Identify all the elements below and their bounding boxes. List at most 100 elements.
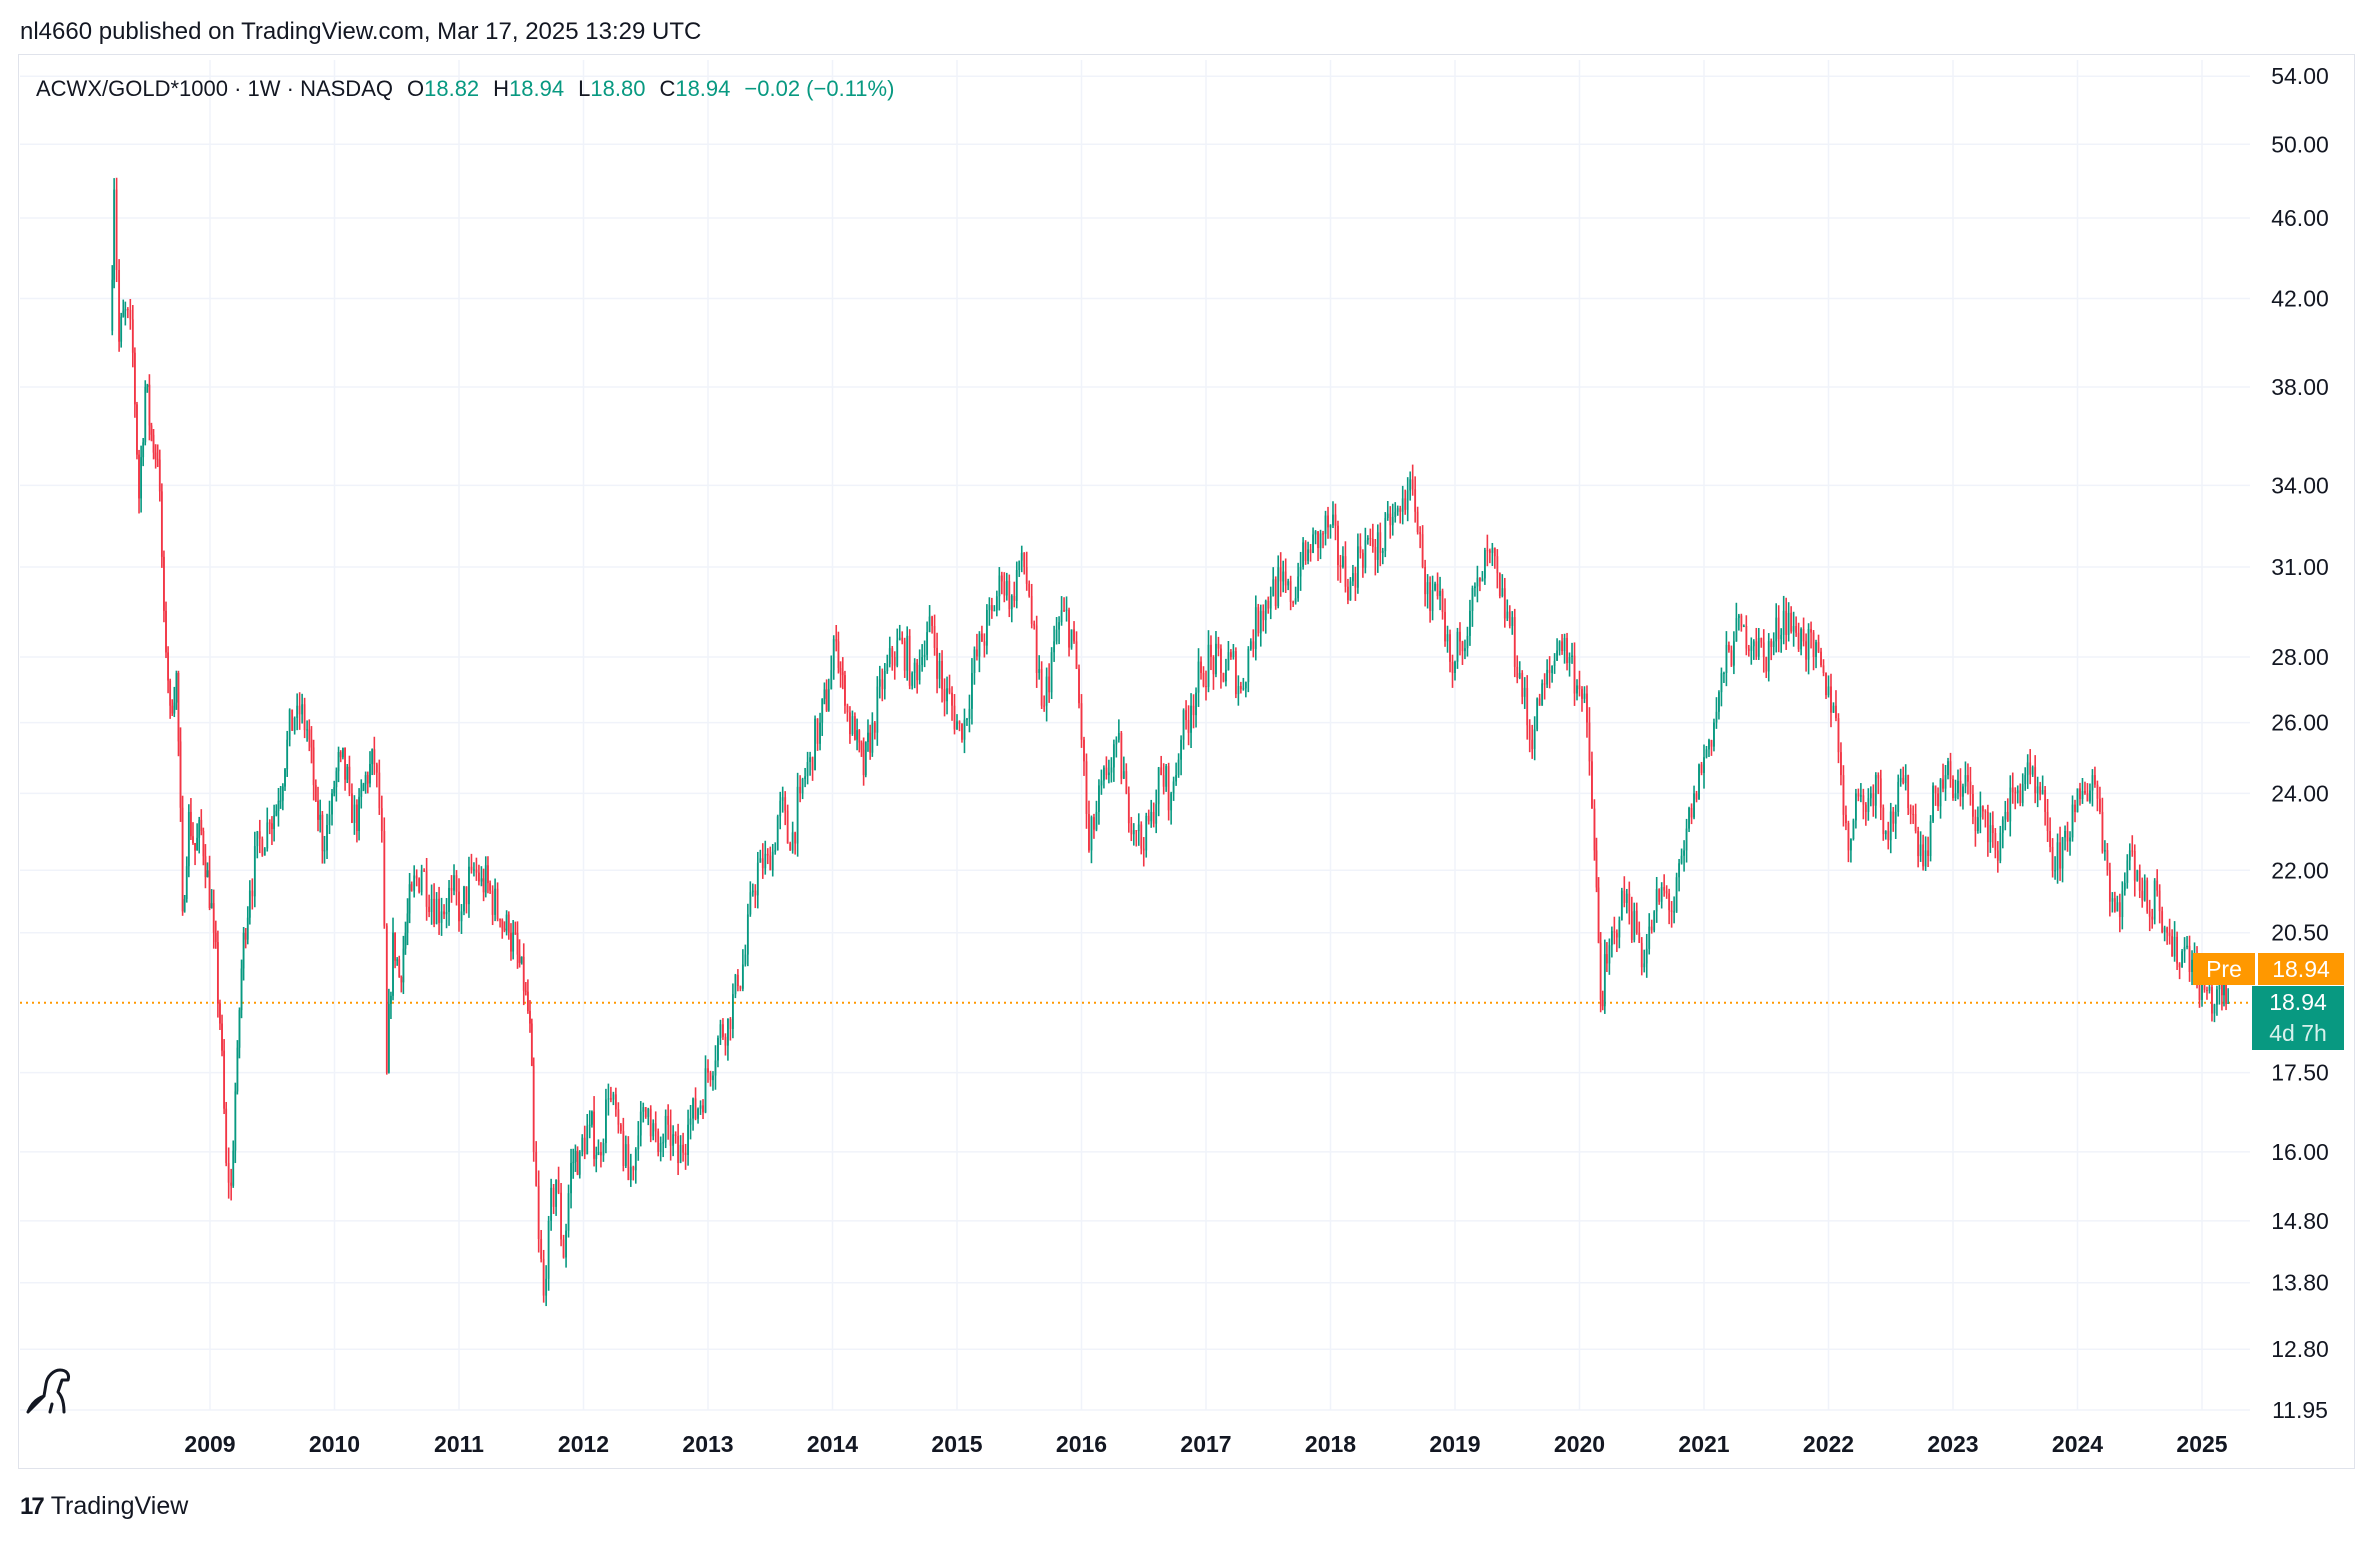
candle-body-down [177, 672, 180, 742]
candle-body-down [2079, 788, 2081, 800]
candle-body-down [2211, 986, 2213, 1014]
candle-body-up [1685, 828, 1688, 851]
candle-body-up [607, 1098, 610, 1100]
candle-body-up [1005, 580, 1008, 596]
symbol-name[interactable]: ACWX/GOLD*1000 · 1W · NASDAQ [36, 76, 393, 101]
x-tick-label: 2018 [1305, 1431, 1356, 1457]
candle-body-down [1613, 931, 1616, 933]
candle-body-down [148, 384, 151, 426]
candle-body-down [482, 878, 485, 893]
candle-body-down [1411, 479, 1414, 490]
candle-body-down [2176, 936, 2178, 964]
candle-body-down [854, 716, 856, 740]
candle-body-down [600, 1151, 602, 1156]
candle-body-down [1917, 830, 1920, 857]
y-tick-label: 46.00 [2271, 205, 2329, 231]
candle-body-down [1000, 575, 1003, 582]
grid [20, 60, 2250, 1411]
candle-body-up [1249, 641, 1252, 649]
candle-body-down [1130, 823, 1133, 835]
candle-body-down [244, 932, 247, 940]
candle-body-up [1655, 889, 1658, 912]
candle-body-up [146, 384, 149, 387]
candle-body-up [2128, 850, 2131, 861]
chart-pane[interactable] [18, 54, 2355, 1469]
candle-body-up [1680, 855, 1683, 864]
candle-body-down [496, 888, 499, 920]
candle-body-down [1033, 623, 1036, 626]
candle-body-down [314, 785, 317, 801]
x-tick-label: 2019 [1429, 1431, 1480, 1457]
candle-body-down [1991, 825, 1994, 834]
candle-body-up [2216, 989, 2218, 1005]
candle-body-down [1202, 672, 1205, 687]
candle-body-up [1939, 779, 1942, 807]
candle-body-down [1419, 532, 1422, 535]
candle-body-up [1511, 617, 1514, 626]
dino-icon [26, 1368, 70, 1414]
candle-body-up [1979, 806, 1982, 818]
y-tick-label: 11.95 [2272, 1397, 2328, 1423]
candle-body-down [736, 974, 739, 987]
candle-body-down [530, 1023, 533, 1066]
candle-body-down [1760, 637, 1763, 643]
candle-body-down [225, 1108, 228, 1164]
footer-brand[interactable]: 17 TradingView [20, 1492, 188, 1521]
candle-body-up [1683, 850, 1685, 856]
candle-body-up [911, 672, 914, 686]
candle-body-down [891, 648, 894, 658]
candle-body-up [637, 1135, 640, 1150]
x-axis: 2009 2010 2011 2012 2013 2014 2015 2016 2017 2018… [184, 1431, 2227, 1457]
candle-body-up [404, 932, 407, 949]
candle-body-down [1327, 515, 1329, 528]
candle-body-up [2024, 775, 2027, 785]
candle-body-down [2113, 898, 2116, 912]
candle-body-up [1576, 685, 1578, 694]
candle-body-down [1279, 567, 1282, 582]
candle-body-down [694, 1098, 697, 1119]
candle-body-down [1837, 718, 1840, 753]
candle-body-up [928, 616, 931, 633]
candle-body-down [1444, 611, 1446, 642]
candle-body-down [312, 747, 315, 786]
candle-body-down [1638, 932, 1641, 943]
candle-body-down [400, 976, 403, 983]
candle-body-down [475, 869, 478, 873]
candle-body-up [238, 1010, 241, 1048]
candle-body-up [288, 709, 291, 740]
candle-body-down [1952, 778, 1954, 799]
candle-body-down [258, 831, 261, 839]
candle-body-down [507, 914, 510, 933]
candle-body-down [1528, 725, 1531, 740]
candle-body-down [501, 919, 504, 929]
candle-body-up [328, 814, 331, 826]
candle-body-up [1244, 682, 1247, 689]
candle-body-down [348, 766, 351, 794]
candle-body-up [629, 1166, 632, 1180]
candle-body-down [941, 660, 943, 690]
candle-body-up [2163, 927, 2166, 933]
candle-body-down [1785, 610, 1788, 635]
candle-body-up [664, 1115, 667, 1143]
candle-body-down [160, 491, 163, 557]
candle-body-down [1949, 761, 1952, 779]
candle-body-up [1207, 644, 1210, 687]
candle-body-up [801, 778, 804, 794]
candle-body-up [242, 932, 245, 969]
candle-body-down [1561, 641, 1563, 652]
candle-body-down [443, 911, 445, 915]
candle-body-up [281, 786, 284, 801]
candle-body-up [1772, 641, 1775, 647]
candle-body-up [1050, 652, 1053, 693]
candle-body-down [2178, 963, 2181, 968]
candle-body-up [1583, 693, 1586, 699]
candle-body-up [1568, 657, 1571, 664]
candle-body-down [2011, 787, 2014, 793]
candle-body-up [804, 776, 807, 779]
candle-body-up [306, 729, 309, 731]
candle-body-down [1359, 546, 1362, 553]
candle-body-down [118, 269, 121, 342]
candle-body-down [2099, 798, 2101, 812]
candle-body-down [1322, 533, 1324, 535]
